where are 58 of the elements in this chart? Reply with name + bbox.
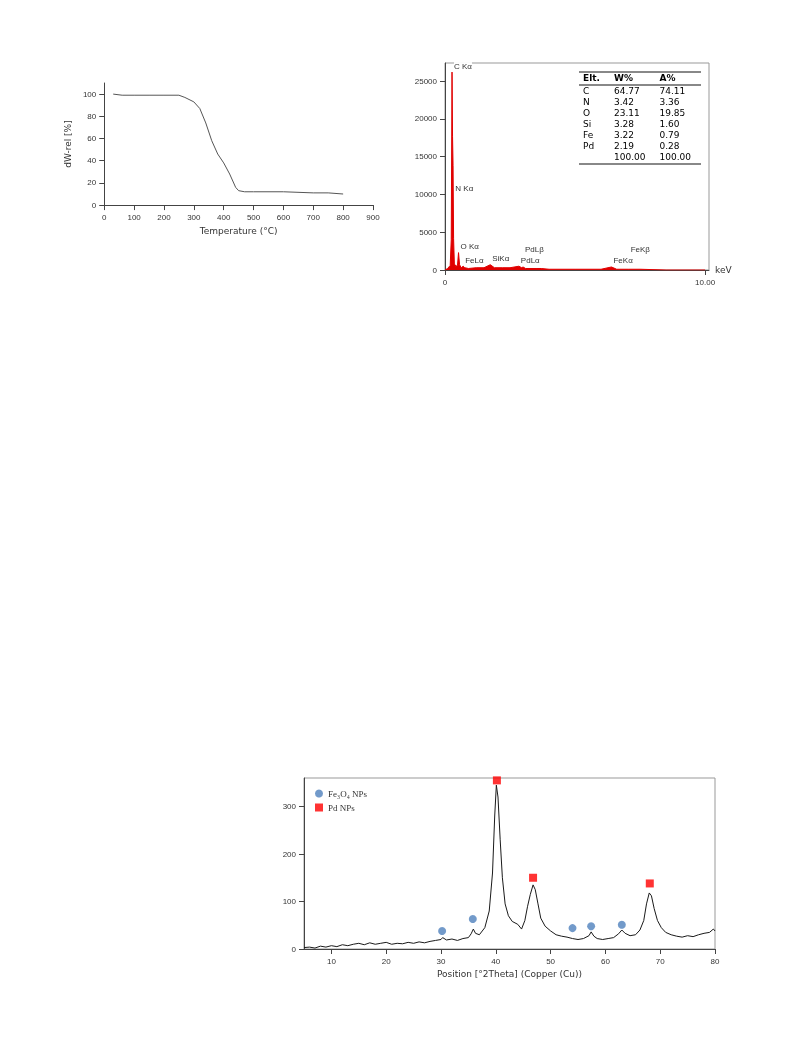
x-axis-title: keV (715, 265, 733, 275)
text: Fe 3.22 0.79 (583, 130, 680, 140)
x-tick-label: 80 (710, 956, 720, 966)
y-tick-label: 10000 (414, 189, 438, 199)
y-tick-label: 20 (87, 178, 97, 188)
y-tick-label: 100 (82, 89, 97, 99)
annotation: PdLβ (525, 244, 545, 254)
x-tick-label: 400 (217, 212, 231, 222)
x-tick-label: 60 (600, 956, 611, 966)
annotation: FeKα (613, 256, 634, 266)
y-tick-label: 200 (282, 849, 297, 859)
text: Elt. W% A% (583, 73, 676, 83)
annotation: PdLα (520, 255, 541, 265)
annotation: FeLα (465, 255, 484, 265)
y-tick-label: 0 (91, 200, 97, 210)
annotation: SiKα (492, 254, 510, 264)
x-tick-label: 20 (381, 956, 392, 966)
y-tick-label: 80 (87, 111, 97, 121)
x-tick-label: 10 (326, 956, 337, 966)
y-tick-label: 5000 (419, 227, 438, 237)
text: C 64.77 74.11 (583, 86, 686, 96)
y-tick-label: 0 (291, 944, 297, 954)
x-tick-label: 30 (436, 956, 446, 966)
x-tick-label: 70 (655, 956, 666, 966)
legend-label: Pd NPs (328, 802, 356, 813)
x-tick-label: 900 (366, 212, 381, 222)
x-tick-label: 0 (102, 212, 108, 222)
x-tick-label: 800 (336, 212, 351, 222)
y-tick-label: 100 (282, 897, 297, 906)
x-axis-title: Position [°2Theta] (Copper (Cu)) (436, 969, 583, 980)
text: 100.00 100.00 (614, 152, 691, 162)
text: O 23.11 19.85 (583, 108, 686, 118)
x-tick-label: 10.00 (695, 277, 716, 287)
annotation: O Kα (460, 242, 480, 252)
y-tick-label: 0 (432, 265, 438, 275)
legend-label: Fe₃O₄ NPs (328, 788, 368, 799)
annotation: C Kα (454, 61, 473, 71)
text: N 3.42 3.36 (583, 97, 680, 107)
y-tick-label: 300 (282, 802, 297, 811)
x-tick-label: 300 (187, 212, 202, 222)
y-tick-label: 25000 (414, 76, 438, 86)
annotation: N Kα (455, 183, 474, 193)
x-tick-label: 100 (127, 212, 142, 222)
x-tick-label: 50 (546, 956, 556, 966)
x-tick-label: 200 (157, 212, 172, 222)
x-tick-label: 500 (246, 212, 261, 222)
y-tick-label: 20000 (414, 114, 438, 124)
x-tick-label: 700 (306, 212, 321, 222)
x-tick-label: 600 (276, 212, 291, 222)
text: Si 3.28 1.60 (583, 119, 680, 129)
y-axis-title: dW-rel [%] (62, 120, 73, 168)
text: Pd 2.19 0.28 (583, 141, 680, 151)
x-axis-title: Temperature (°C) (198, 225, 278, 236)
y-tick-label: 40 (87, 156, 97, 166)
y-tick-label: 60 (87, 134, 97, 143)
y-tick-label: 15000 (414, 152, 438, 162)
annotation: FeKβ (630, 245, 651, 255)
x-tick-label: 40 (491, 956, 501, 966)
